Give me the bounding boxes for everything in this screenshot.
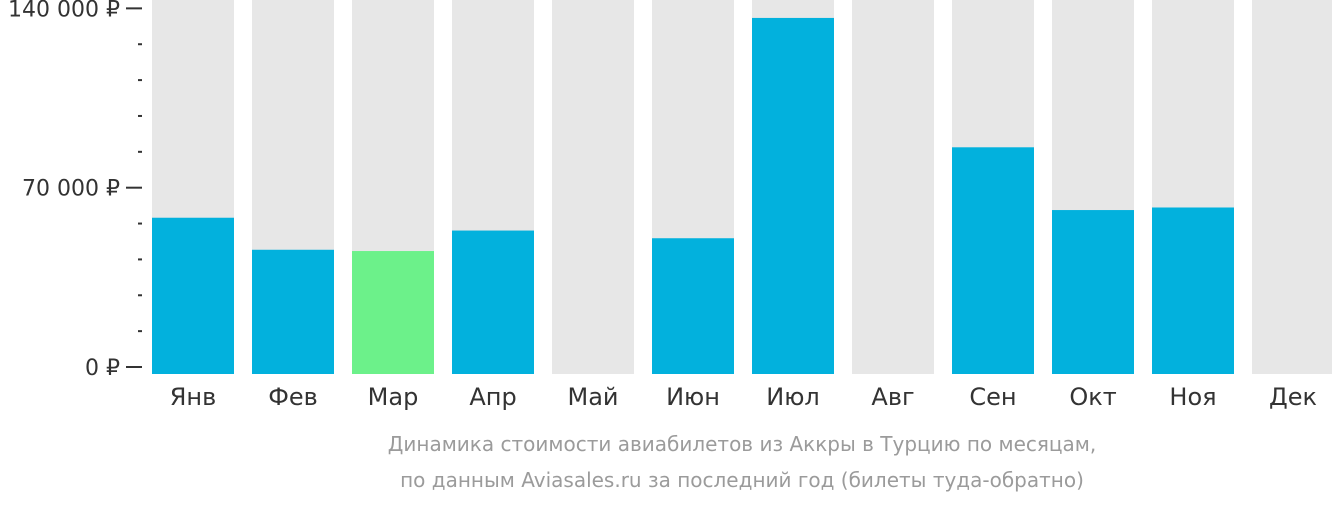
- x-tick-label: Июн: [666, 383, 720, 411]
- caption-line-2: по данным Aviasales.ru за последний год …: [400, 468, 1084, 492]
- bar: [652, 238, 734, 374]
- x-tick-label: Янв: [170, 383, 217, 411]
- x-axis-labels: Янв Фев Мар Апр Май Июн Июл Авг Сен Окт Ноя Дек: [170, 383, 1317, 411]
- bar: [1052, 210, 1134, 374]
- bar-background: [852, 0, 934, 374]
- x-tick-label: Май: [567, 383, 618, 411]
- x-tick-label: Авг: [871, 383, 914, 411]
- x-tick-label: Сен: [969, 383, 1016, 411]
- bar: [752, 17, 834, 374]
- bar: [952, 147, 1034, 374]
- x-tick-label: Апр: [469, 383, 516, 411]
- bars-group: [152, 0, 1332, 374]
- x-tick-label: Окт: [1069, 383, 1116, 411]
- x-tick-label: Ноя: [1169, 383, 1216, 411]
- y-tick-label: 70 000 ₽: [22, 177, 120, 202]
- bar: [1152, 207, 1234, 374]
- y-tick-label: 0 ₽: [85, 356, 120, 381]
- bar: [152, 217, 234, 374]
- bar: [252, 249, 334, 374]
- bar-background: [552, 0, 634, 374]
- y-tick-label: 140 000 ₽: [8, 0, 120, 22]
- caption-line-1: Динамика стоимости авиабилетов из Аккры …: [388, 432, 1096, 456]
- y-axis: 0 ₽ 70 000 ₽ 140 000 ₽: [8, 0, 142, 381]
- x-tick-label: Июл: [766, 383, 820, 411]
- bar-highlight: [352, 251, 434, 374]
- x-tick-label: Мар: [368, 383, 419, 411]
- chart-caption: Динамика стоимости авиабилетов из Аккры …: [388, 432, 1096, 492]
- bar-background: [1252, 0, 1332, 374]
- x-tick-label: Фев: [268, 383, 318, 411]
- bar: [452, 230, 534, 374]
- x-tick-label: Дек: [1269, 383, 1317, 411]
